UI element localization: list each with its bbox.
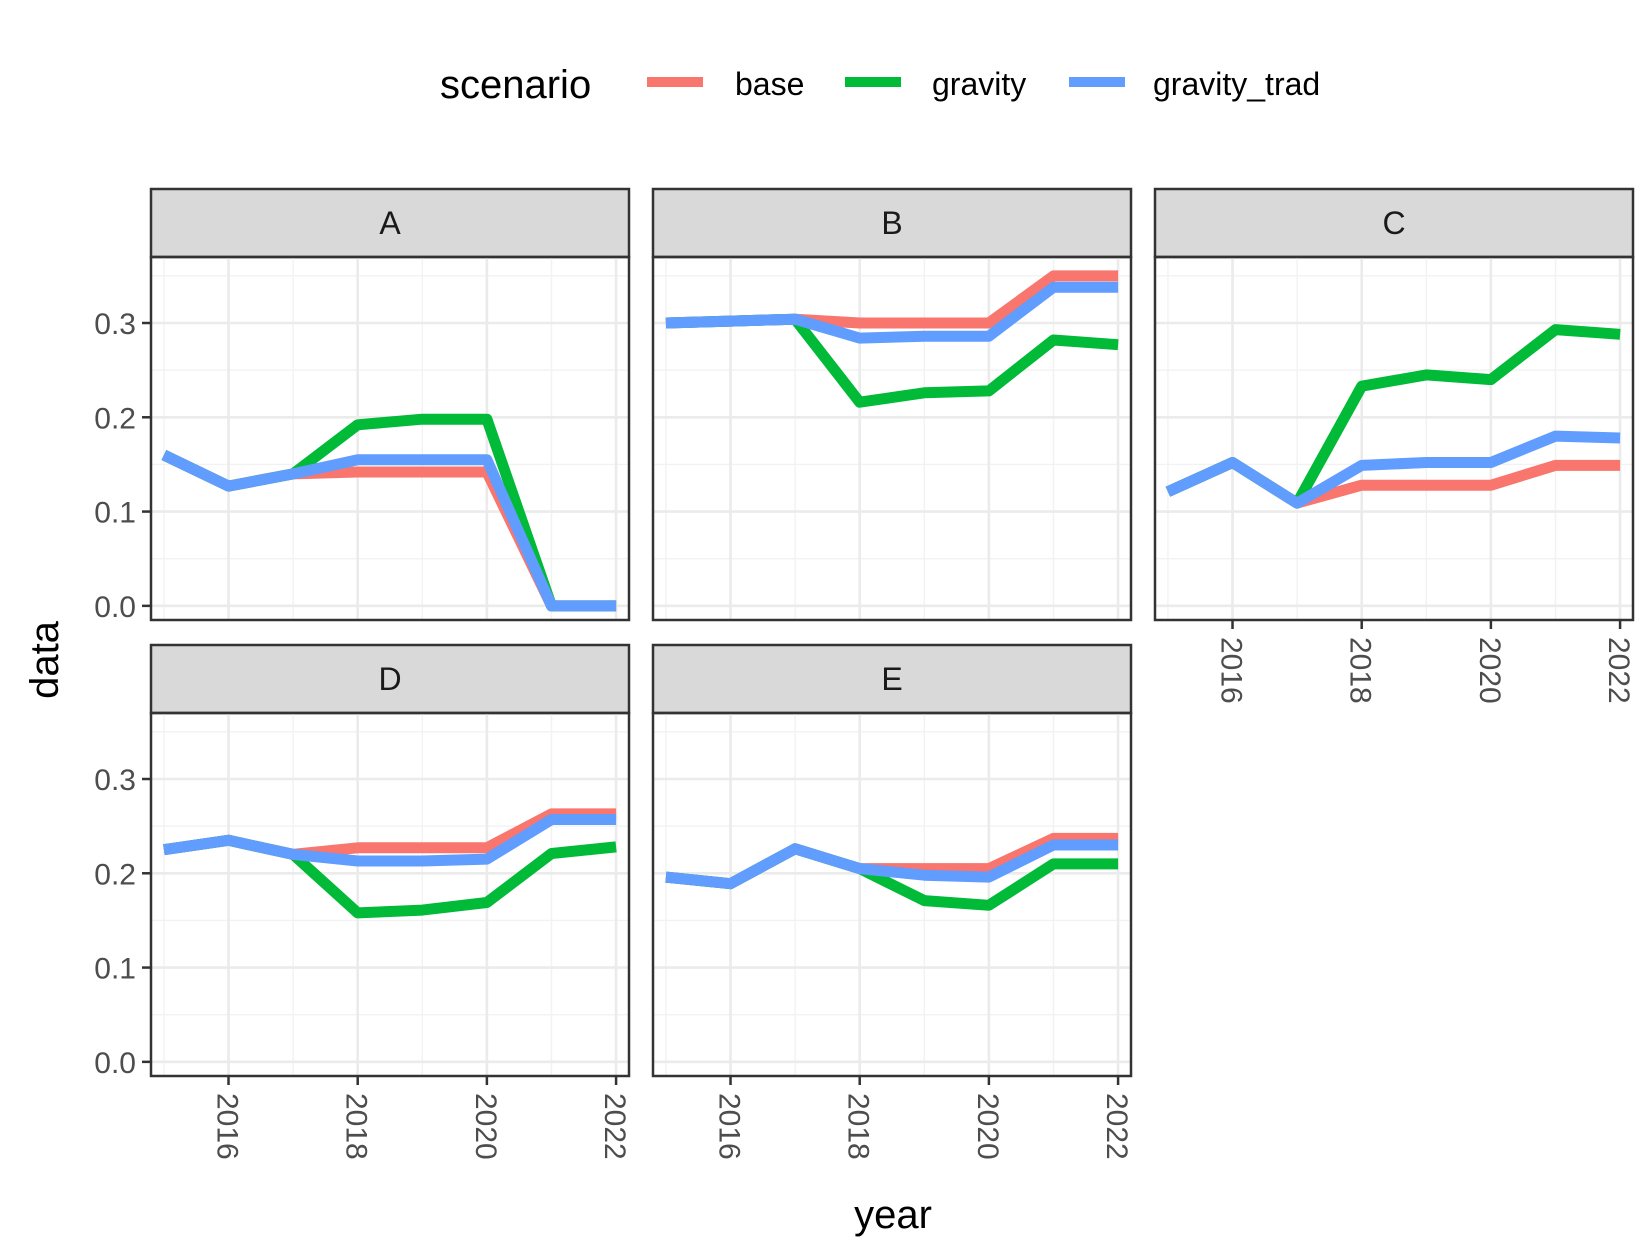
legend-label-base: base [735, 66, 804, 102]
y-tick-label: 0.0 [94, 1047, 136, 1080]
x-tick-label: 2016 [1215, 637, 1248, 704]
facet-panel-E: E 2016 2018 2020 2022 [651, 643, 1133, 1160]
series-line-gravity_trad [163, 814, 617, 867]
panel-border [1153, 255, 1635, 622]
strip-background [651, 187, 1133, 259]
x-tick-label: 2016 [211, 1093, 244, 1160]
panel-border [149, 711, 631, 1078]
x-tick-label: 2018 [1344, 637, 1377, 704]
y-tick-label: 0.1 [94, 497, 136, 530]
strip-label: C [1382, 205, 1405, 241]
x-tick-label: 2022 [1602, 637, 1635, 704]
strip-background [1153, 187, 1635, 259]
legend: scenario base gravity gravity_trad [440, 63, 1320, 107]
facet-panel-A: A 0.0 0.1 0.2 0.3 [94, 187, 631, 624]
facet-panels: A 0.0 0.1 0.2 0.3 B C 2016 2018 2020 2022 D 0.0 0.1 0.… [94, 187, 1635, 1160]
strip-label: D [378, 661, 401, 697]
legend-key-base [647, 77, 703, 87]
panel-border [651, 255, 1133, 622]
strip-background [149, 643, 631, 715]
panel-grid [151, 257, 629, 620]
facet-panel-B: B [651, 187, 1133, 622]
strip-label: B [881, 205, 902, 241]
series-line-gravity_trad [665, 281, 1119, 344]
x-tick-label: 2022 [1100, 1093, 1133, 1160]
strip-background [149, 187, 631, 259]
panel-border [651, 711, 1133, 1078]
y-tick-label: 0.3 [94, 764, 136, 797]
x-axis-title: year [854, 1193, 932, 1237]
legend-item-gravity: gravity [845, 66, 1026, 102]
series-line-gravity_trad [665, 839, 1119, 890]
x-tick-label: 2020 [469, 1093, 502, 1160]
legend-key-gravity [845, 77, 901, 87]
x-tick-label: 2018 [340, 1093, 373, 1160]
legend-label-gravity: gravity [932, 66, 1026, 102]
series-line-gravity_trad [1165, 430, 1621, 509]
legend-item-base: base [647, 66, 804, 102]
strip-background [651, 643, 1133, 715]
panel-grid [653, 257, 1131, 620]
y-tick-label: 0.0 [94, 591, 136, 624]
y-tick-label: 0.1 [94, 953, 136, 986]
x-tick-label: 2022 [598, 1093, 631, 1160]
panel-grid [151, 713, 629, 1076]
panel-grid [1155, 257, 1633, 620]
facet-panel-C: C 2016 2018 2020 2022 [1153, 187, 1635, 704]
x-tick-label: 2016 [713, 1093, 746, 1160]
x-tick-label: 2020 [1473, 637, 1506, 704]
y-tick-label: 0.2 [94, 858, 136, 891]
legend-label-gravity_trad: gravity_trad [1153, 66, 1320, 102]
y-tick-label: 0.2 [94, 402, 136, 435]
facet-panel-D: D 0.0 0.1 0.2 0.3 2016 2018 2020 2022 [94, 643, 631, 1160]
legend-item-gravity_trad: gravity_trad [1069, 66, 1320, 102]
y-axis-title: data [23, 620, 67, 699]
x-tick-label: 2020 [971, 1093, 1004, 1160]
legend-title: scenario [440, 63, 591, 107]
series-line-gravity_trad [161, 450, 617, 612]
strip-label: E [881, 661, 902, 697]
strip-label: A [379, 205, 401, 241]
x-tick-label: 2018 [842, 1093, 875, 1160]
legend-key-gravity_trad [1069, 77, 1125, 87]
y-tick-label: 0.3 [94, 308, 136, 341]
panel-grid [653, 713, 1131, 1076]
panel-border [149, 255, 631, 622]
